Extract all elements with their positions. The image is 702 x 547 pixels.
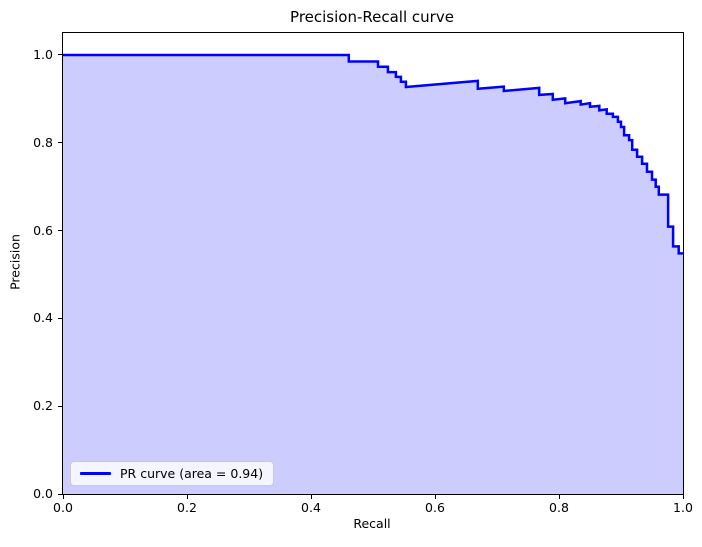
y-tick-label: 0.2 [33,398,53,414]
y-tick-mark [58,405,62,407]
legend: PR curve (area = 0.94) [70,461,275,486]
y-tick-label: 0.0 [33,486,53,501]
x-tick-mark [186,495,188,499]
legend-line-sample-icon [80,472,111,475]
x-tick-label: 0.8 [549,500,569,515]
x-tick-mark [558,495,560,499]
y-tick-mark [58,493,62,495]
x-tick-label: 1.0 [673,500,693,515]
pr-curve-line [63,53,683,255]
y-tick-label: 0.4 [33,310,53,326]
x-axis-label: Recall [353,516,391,531]
y-tick-mark [58,317,62,319]
legend-label: PR curve (area = 0.94) [120,466,264,481]
x-tick-label: 0.0 [53,500,73,515]
chart-title: Precision-Recall curve [290,8,454,26]
x-tick-label: 0.2 [177,500,197,515]
y-tick-mark [58,230,62,232]
x-tick-mark [62,495,64,499]
x-tick-label: 0.6 [425,500,445,515]
y-tick-label: 0.8 [33,134,53,150]
y-axis-label-text: Precision [7,234,23,290]
y-tick-label: 1.0 [33,46,53,62]
x-tick-mark [434,495,436,499]
y-tick-mark [58,142,62,144]
x-tick-label: 0.4 [301,500,321,515]
pr-curve-fill-area [63,55,683,494]
x-tick-mark [682,495,684,499]
pr-curve-plot [63,53,683,494]
plot-area: 0.0 0.2 0.4 0.6 0.8 1.0 0.0 0.2 0.4 0.6 0.8 1.0 PR … [33,32,693,515]
y-tick-mark [58,54,62,56]
x-tick-mark [310,495,312,499]
y-tick-label: 0.6 [33,222,53,238]
